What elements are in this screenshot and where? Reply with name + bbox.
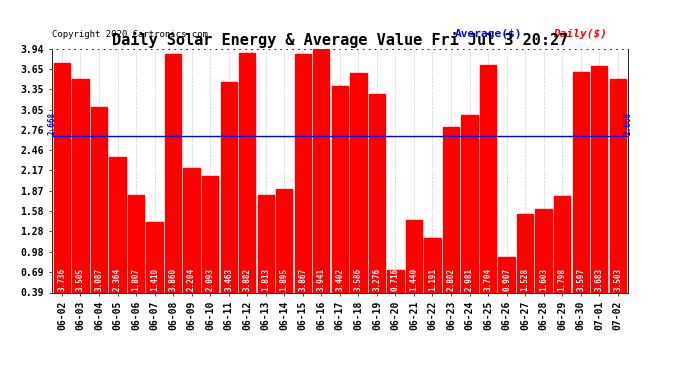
Bar [239,53,255,292]
Text: 0.907: 0.907 [502,268,511,291]
Text: 3.505: 3.505 [76,268,85,291]
Bar [609,79,626,292]
Text: 0.716: 0.716 [391,268,400,291]
Text: 3.882: 3.882 [243,268,252,291]
Bar [295,54,311,292]
Text: 3.586: 3.586 [354,268,363,291]
Bar [165,54,181,292]
Text: 2.981: 2.981 [465,268,474,291]
Text: 3.736: 3.736 [57,268,66,291]
Text: 3.704: 3.704 [484,268,493,291]
Title: Daily Solar Energy & Average Value Fri Jul 3 20:27: Daily Solar Energy & Average Value Fri J… [112,32,568,48]
Text: 3.941: 3.941 [317,268,326,291]
Text: 1.528: 1.528 [520,268,530,291]
Bar [351,73,366,292]
Bar [591,66,607,292]
Bar [498,257,515,292]
Bar [184,168,200,292]
Text: 1.410: 1.410 [150,268,159,291]
Text: 3.087: 3.087 [95,268,103,291]
Bar [72,79,88,292]
Bar [109,157,126,292]
Text: 3.860: 3.860 [168,268,177,291]
Text: 1.895: 1.895 [279,268,288,291]
Bar [535,209,552,292]
Text: 1.813: 1.813 [262,268,270,291]
Text: 2.364: 2.364 [113,268,122,291]
Text: 3.402: 3.402 [335,268,344,291]
Bar [573,72,589,292]
Text: 3.503: 3.503 [613,268,622,291]
Text: 1.440: 1.440 [409,268,418,291]
Bar [424,237,441,292]
Text: 1.191: 1.191 [428,268,437,291]
Bar [202,176,218,292]
Bar [276,189,293,292]
Bar [406,220,422,292]
Text: 1.807: 1.807 [132,268,141,291]
Bar [462,115,477,292]
Bar [313,49,329,292]
Text: Average($): Average($) [455,29,522,39]
Text: 1.798: 1.798 [558,268,566,291]
Text: Daily($): Daily($) [553,29,607,39]
Text: 3.867: 3.867 [298,268,307,291]
Bar [368,94,385,292]
Text: 1.603: 1.603 [539,268,548,291]
Text: 3.683: 3.683 [595,268,604,291]
Bar [91,107,107,292]
Bar [332,86,348,292]
Text: 3.276: 3.276 [373,268,382,291]
Bar [221,81,237,292]
Text: 2.802: 2.802 [446,268,455,291]
Bar [257,195,274,292]
Text: 2.668: 2.668 [623,112,633,135]
Bar [517,214,533,292]
Text: 3.597: 3.597 [576,268,585,291]
Text: 2.668: 2.668 [47,112,57,135]
Bar [554,196,570,292]
Bar [128,195,144,292]
Text: 3.463: 3.463 [224,268,233,291]
Text: Copyright 2020 Cartronics.com: Copyright 2020 Cartronics.com [52,30,208,39]
Bar [146,222,163,292]
Text: 2.204: 2.204 [187,268,196,291]
Text: 2.093: 2.093 [206,268,215,291]
Bar [443,127,459,292]
Bar [54,63,70,292]
Bar [387,270,404,292]
Bar [480,65,496,292]
